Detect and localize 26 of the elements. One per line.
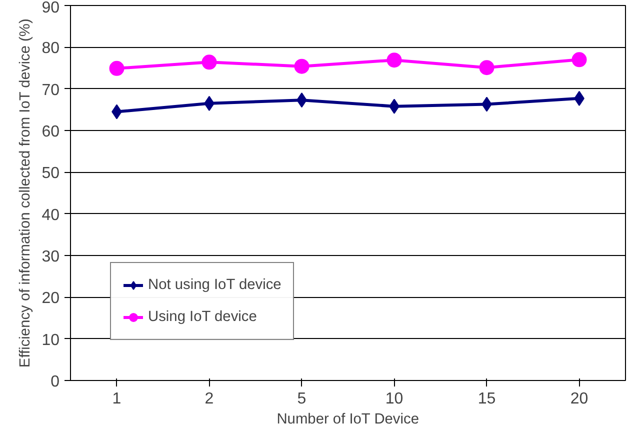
x-tick-label: 2 (204, 390, 214, 408)
x-axis-title: Number of IoT Device (276, 412, 420, 428)
legend-label: Using IoT device (148, 309, 257, 325)
point (386, 52, 402, 68)
point (202, 54, 217, 70)
point (294, 58, 310, 74)
y-tick-label: 50 (42, 165, 60, 182)
y-tick-label: 70 (42, 82, 60, 99)
y-tick-label: 10 (42, 332, 60, 349)
y-tick-label: 30 (42, 248, 60, 266)
x-tick-label: 20 (570, 390, 588, 408)
y-tick-label: 90 (42, 0, 60, 16)
y-tick-label: 0 (50, 374, 60, 390)
y-tick-label: 40 (42, 206, 60, 224)
point (109, 60, 124, 76)
x-tick-label: 1 (112, 390, 122, 408)
x-tick-label: 15 (478, 390, 496, 408)
y-tick-label: 80 (42, 40, 60, 58)
x-tick-label: 10 (385, 390, 404, 408)
legend-label: Not using IoT device (148, 277, 282, 293)
x-tick-label: 5 (297, 390, 306, 408)
y-axis-title: Efficiency of information collected from IoT device (%) (18, 18, 34, 368)
point (479, 60, 494, 76)
point (572, 52, 587, 68)
y-tick-label: 60 (42, 124, 60, 140)
y-tick-label: 20 (42, 290, 60, 308)
